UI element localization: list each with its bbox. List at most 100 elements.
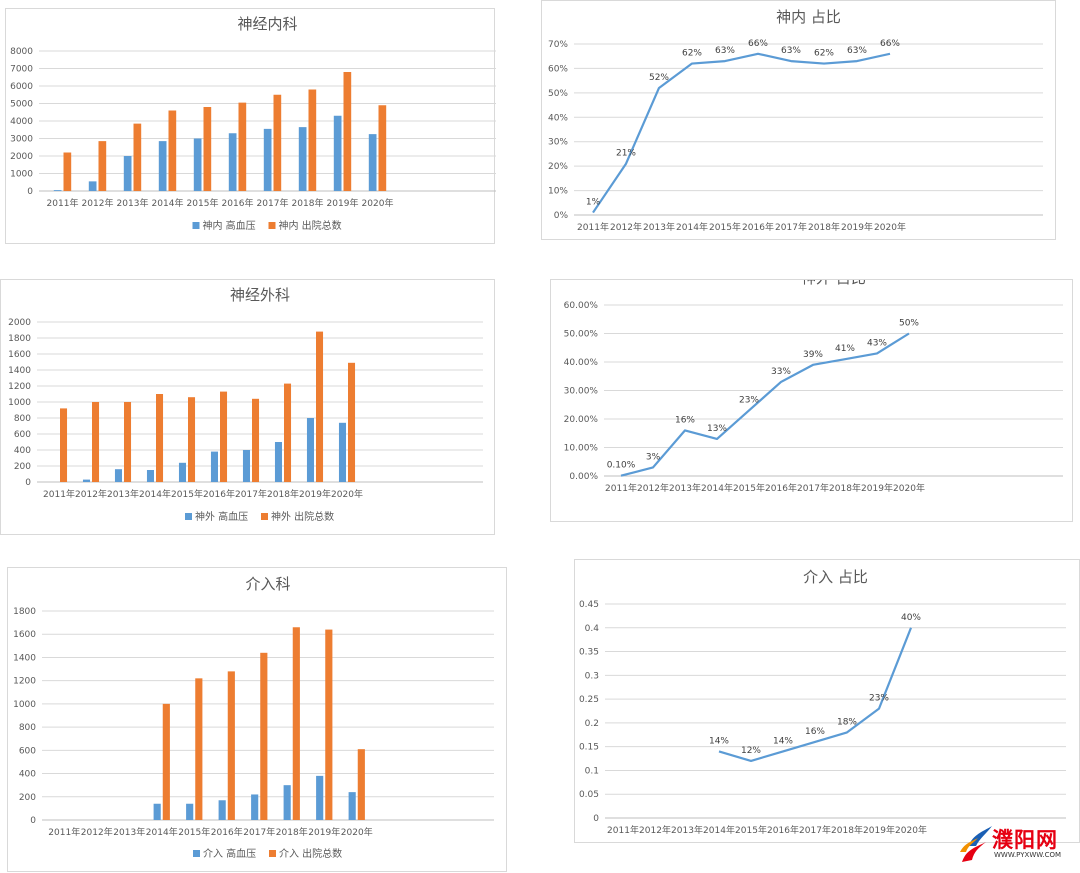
- y-tick-label: 400: [14, 446, 31, 456]
- bar: [220, 391, 228, 482]
- bar: [88, 181, 97, 191]
- data-label: 18%: [837, 717, 857, 727]
- y-tick-label: 0: [25, 478, 31, 488]
- bar: [368, 134, 377, 191]
- legend-label: 介入 出院总数: [279, 847, 342, 860]
- x-tick-label: 2013年: [117, 197, 149, 209]
- legend: 神内 高血压 神内 出院总数: [192, 219, 342, 232]
- bar: [343, 72, 352, 191]
- x-tick-label: 2017年: [775, 221, 807, 233]
- data-label: 23%: [739, 395, 759, 405]
- chart-title: 神外 占比: [801, 280, 866, 287]
- x-tick-label: 2018年: [267, 488, 299, 500]
- y-tick-label: 1000: [8, 398, 31, 408]
- x-tick-label: 2014年: [139, 488, 171, 500]
- bar: [195, 678, 203, 820]
- data-label: 62%: [682, 49, 702, 59]
- y-tick-label: 1600: [8, 350, 31, 360]
- data-label: 14%: [709, 736, 729, 746]
- y-tick-label: 200: [19, 793, 36, 803]
- watermark-url: WWW.PYXWW.COM: [994, 851, 1062, 859]
- x-tick-label: 2014年: [146, 826, 178, 838]
- y-tick-label: 1400: [13, 653, 36, 663]
- x-tick-label: 2019年: [861, 482, 893, 494]
- y-tick-label: 400: [19, 770, 36, 780]
- data-label: 62%: [814, 49, 834, 59]
- legend-swatch: [268, 222, 276, 229]
- data-label: 12%: [741, 746, 761, 756]
- bar: [162, 703, 170, 820]
- x-tick-label: 2013年: [643, 221, 675, 233]
- data-label: 0.10%: [607, 461, 636, 471]
- x-tick-label: 2013年: [113, 826, 145, 838]
- y-tick-label: 50%: [548, 89, 568, 99]
- x-tick-label: 2012年: [82, 197, 114, 209]
- data-label: 23%: [869, 694, 889, 704]
- bar: [292, 627, 300, 820]
- y-tick-label: 60.00%: [564, 301, 599, 311]
- x-tick-label: 2015年: [735, 824, 767, 836]
- x-tick-label: 2012年: [75, 488, 107, 500]
- x-tick-label: 2018年: [808, 221, 840, 233]
- y-tick-label: 20%: [548, 162, 568, 172]
- y-tick-label: 30.00%: [564, 387, 599, 397]
- bar: [357, 749, 365, 820]
- x-tick-label: 2012年: [610, 221, 642, 233]
- data-label: 41%: [835, 344, 855, 354]
- y-tick-label: 10%: [548, 187, 568, 197]
- x-tick-label: 2012年: [637, 482, 669, 494]
- bar: [124, 402, 132, 482]
- data-label: 21%: [616, 149, 636, 159]
- bar: [263, 128, 272, 191]
- legend-swatch: [269, 850, 276, 857]
- y-tick-label: 0: [593, 814, 599, 824]
- data-label: 66%: [880, 39, 900, 49]
- neurology-bar-chart: 神经内科 0 1000 2000 3000 4000 5000 6000 7000 8000 神内 …: [5, 8, 496, 244]
- legend-label: 神外 高血压: [195, 510, 248, 523]
- x-tick-label: 2014年: [703, 824, 735, 836]
- x-tick-label: 2020年: [895, 824, 927, 836]
- series-line: [620, 332, 910, 477]
- legend: 神外 高血压 神外 出院总数: [185, 510, 334, 523]
- bar: [168, 110, 177, 191]
- bar: [325, 629, 333, 820]
- chart-title: 神内 占比: [776, 8, 841, 26]
- y-tick-label: 60%: [548, 64, 568, 74]
- interventional-ratio-line-chart: 介入 占比 0 0.05 0.1 0.15 0.2 0.25 0.3 0.35 0.4 0.45 14…: [574, 559, 1080, 843]
- data-label: 1%: [586, 198, 601, 208]
- bar: [333, 115, 342, 191]
- data-label: 33%: [771, 367, 791, 377]
- data-label: 16%: [805, 727, 825, 737]
- x-tick-label: 2015年: [187, 197, 219, 209]
- y-tick-label: 0.00%: [569, 472, 598, 482]
- watermark-name: 濮阳网: [992, 828, 1058, 852]
- x-tick-label: 2011年: [48, 826, 80, 838]
- bar: [316, 775, 324, 820]
- chart-svg: 神经内科 0 1000 2000 3000 4000 5000 6000 7000 8000 神内 …: [10, 15, 496, 232]
- x-tick-label: 2011年: [605, 482, 637, 494]
- x-tick-label: 2020年: [362, 197, 394, 209]
- chart-svg: 介入 占比 0 0.05 0.1 0.15 0.2 0.25 0.3 0.35 0.4 0.45 14…: [579, 568, 1066, 836]
- data-label: 39%: [803, 350, 823, 360]
- bar: [82, 479, 90, 482]
- y-tick-label: 50.00%: [564, 330, 599, 340]
- y-tick-label: 1000: [10, 170, 33, 180]
- y-tick-label: 0%: [554, 211, 569, 221]
- x-tick-label: 2016年: [765, 482, 797, 494]
- y-tick-label: 3000: [10, 135, 33, 145]
- bar: [338, 422, 346, 482]
- x-tick-label: 2017年: [235, 488, 267, 500]
- bar: [210, 451, 218, 482]
- bar: [218, 800, 226, 820]
- bar: [273, 94, 282, 191]
- x-tick-label: 2016年: [742, 221, 774, 233]
- x-tick-label: 2015年: [178, 826, 210, 838]
- bar: [158, 141, 167, 191]
- data-label: 13%: [707, 424, 727, 434]
- flame-logo-icon: [960, 826, 992, 862]
- x-tick-label: 2016年: [211, 826, 243, 838]
- bar: [298, 127, 307, 191]
- x-tick-label: 2018年: [829, 482, 861, 494]
- x-tick-label: 2020年: [874, 221, 906, 233]
- bar: [274, 442, 282, 482]
